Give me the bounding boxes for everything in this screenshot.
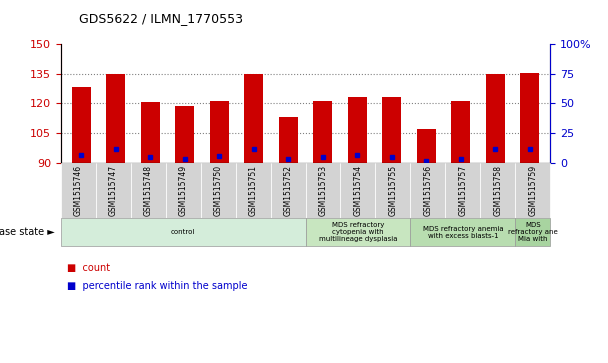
Text: GSM1515758: GSM1515758 — [493, 166, 502, 216]
Text: MDS
refractory ane
Mia with: MDS refractory ane Mia with — [508, 223, 558, 242]
Bar — [210, 101, 229, 163]
Text: ■  percentile rank within the sample: ■ percentile rank within the sample — [67, 281, 247, 291]
Text: GSM1515752: GSM1515752 — [283, 166, 292, 216]
Text: disease state ►: disease state ► — [0, 227, 55, 237]
Text: GSM1515746: GSM1515746 — [74, 165, 83, 216]
Text: MDS refractory
cytopenia with
multilineage dysplasia: MDS refractory cytopenia with multilinea… — [319, 223, 397, 242]
Text: GSM1515748: GSM1515748 — [143, 166, 153, 216]
Text: GDS5622 / ILMN_1770553: GDS5622 / ILMN_1770553 — [79, 12, 243, 25]
Bar — [106, 73, 125, 163]
Text: GSM1515759: GSM1515759 — [528, 165, 537, 216]
Bar — [416, 129, 436, 163]
Bar — [348, 98, 367, 163]
Bar — [451, 101, 470, 163]
Text: GSM1515754: GSM1515754 — [353, 165, 362, 216]
Bar — [72, 87, 91, 163]
Bar — [141, 102, 160, 163]
Bar — [520, 73, 539, 163]
Text: GSM1515756: GSM1515756 — [423, 165, 432, 216]
Text: GSM1515753: GSM1515753 — [319, 165, 328, 216]
Bar — [313, 101, 332, 163]
Text: control: control — [171, 229, 195, 235]
Text: GSM1515755: GSM1515755 — [389, 165, 398, 216]
Bar — [244, 73, 263, 163]
Text: MDS refractory anemia
with excess blasts-1: MDS refractory anemia with excess blasts… — [423, 226, 503, 239]
Bar — [175, 106, 195, 163]
Text: GSM1515751: GSM1515751 — [249, 166, 258, 216]
Text: GSM1515747: GSM1515747 — [109, 165, 118, 216]
Bar — [279, 118, 298, 163]
Text: ■  count: ■ count — [67, 263, 110, 273]
Text: GSM1515750: GSM1515750 — [213, 165, 223, 216]
Text: GSM1515757: GSM1515757 — [458, 165, 468, 216]
Text: GSM1515749: GSM1515749 — [179, 165, 188, 216]
Bar — [382, 98, 401, 163]
Bar — [486, 73, 505, 163]
